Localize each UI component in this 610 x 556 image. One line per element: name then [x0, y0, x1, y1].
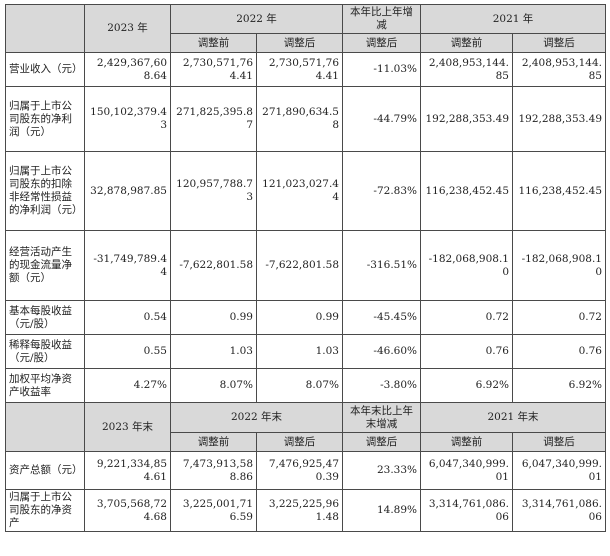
header-year-end-2022: 2022 年末	[170, 402, 343, 433]
row-label: 资产总额（元）	[5, 451, 85, 490]
value-cell: 2,408,953,144.85	[420, 52, 513, 87]
value-cell: 3,705,568,724.68	[84, 489, 171, 532]
subheader-before-adjust: 调整前	[170, 33, 257, 53]
subheader-after-adjust: 调整后	[342, 33, 421, 53]
row-label: 归属于上市公司股东的净利润（元）	[5, 86, 85, 152]
value-cell: 0.76	[420, 334, 513, 369]
table-row: 归属于上市公司股东的扣除非经常性损益的净利润（元） 32,878,987.85 …	[5, 151, 606, 231]
value-cell: 192,288,353.49	[420, 86, 513, 152]
value-cell: 6,047,340,999.01	[512, 451, 606, 490]
value-cell: -316.51%	[342, 230, 421, 301]
value-cell: 0.54	[84, 300, 171, 335]
value-cell: 2,730,571,764.41	[256, 52, 343, 87]
table-row: 营业收入（元） 2,429,367,608.64 2,730,571,764.4…	[5, 52, 606, 87]
row-label: 归属于上市公司股东的净资产	[5, 489, 85, 532]
table-row: 加权平均净资产收益率 4.27% 8.07% 8.07% -3.80% 6.92…	[5, 368, 606, 403]
value-cell: -182,068,908.10	[512, 230, 606, 301]
value-cell: -7,622,801.58	[170, 230, 257, 301]
header-year-2022: 2022 年	[170, 4, 343, 34]
header-change-year-end: 本年末比上年末增减	[342, 402, 421, 433]
value-cell: 23.33%	[342, 451, 421, 490]
value-cell: -11.03%	[342, 52, 421, 87]
value-cell: 8.07%	[256, 368, 343, 403]
subheader-after-adjust: 调整后	[512, 432, 606, 452]
value-cell: 271,890,634.58	[256, 86, 343, 152]
table-row: 资产总额（元） 9,221,334,854.61 7,473,913,588.8…	[5, 451, 606, 490]
value-cell: 6.92%	[420, 368, 513, 403]
subheader-after-adjust: 调整后	[256, 33, 343, 53]
value-cell: 0.76	[512, 334, 606, 369]
value-cell: -45.45%	[342, 300, 421, 335]
table-row: 经营活动产生的现金流量净额（元） -31,749,789.44 -7,622,8…	[5, 230, 606, 301]
value-cell: 0.72	[420, 300, 513, 335]
value-cell: 4.27%	[84, 368, 171, 403]
value-cell: 6.92%	[512, 368, 606, 403]
value-cell: 9,221,334,854.61	[84, 451, 171, 490]
value-cell: 150,102,379.43	[84, 86, 171, 152]
value-cell: 0.55	[84, 334, 171, 369]
value-cell: -44.79%	[342, 86, 421, 152]
subheader-before-adjust: 调整前	[420, 432, 513, 452]
header-change: 本年比上年增减	[342, 4, 421, 34]
row-label: 营业收入（元）	[5, 52, 85, 87]
header-corner-cell	[5, 4, 85, 53]
value-cell: 1.03	[256, 334, 343, 369]
value-cell: -72.83%	[342, 151, 421, 231]
value-cell: 2,408,953,144.85	[512, 52, 606, 87]
value-cell: 116,238,452.45	[512, 151, 606, 231]
header-year-2021: 2021 年	[420, 4, 606, 34]
value-cell: 6,047,340,999.01	[420, 451, 513, 490]
header-year-2023: 2023 年	[84, 4, 171, 53]
value-cell: 2,730,571,764.41	[170, 52, 257, 87]
value-cell: -31,749,789.44	[84, 230, 171, 301]
value-cell: 121,023,027.44	[256, 151, 343, 231]
value-cell: -3.80%	[342, 368, 421, 403]
value-cell: -7,622,801.58	[256, 230, 343, 301]
header-corner-cell	[5, 402, 85, 452]
row-label: 加权平均净资产收益率	[5, 368, 85, 403]
subheader-before-adjust: 调整前	[170, 432, 257, 452]
value-cell: 7,476,925,470.39	[256, 451, 343, 490]
subheader-after-adjust: 调整后	[342, 432, 421, 452]
value-cell: 0.99	[256, 300, 343, 335]
row-label: 稀释每股收益（元/股）	[5, 334, 85, 369]
subheader-before-adjust: 调整前	[420, 33, 513, 53]
header-year-end-2021: 2021 年末	[420, 402, 606, 433]
subheader-after-adjust: 调整后	[512, 33, 606, 53]
value-cell: 0.72	[512, 300, 606, 335]
value-cell: -46.60%	[342, 334, 421, 369]
value-cell: 120,957,788.73	[170, 151, 257, 231]
row-label: 基本每股收益（元/股）	[5, 300, 85, 335]
table-row: 归属于上市公司股东的净利润（元） 150,102,379.43 271,825,…	[5, 86, 606, 152]
header-year-end-2023: 2023 年末	[84, 402, 171, 452]
value-cell: -182,068,908.10	[420, 230, 513, 301]
value-cell: 3,225,225,961.48	[256, 489, 343, 532]
value-cell: 3,314,761,086.06	[420, 489, 513, 532]
subheader-after-adjust: 调整后	[256, 432, 343, 452]
table-row: 基本每股收益（元/股） 0.54 0.99 0.99 -45.45% 0.72 …	[5, 300, 606, 335]
value-cell: 0.99	[170, 300, 257, 335]
value-cell: 3,225,001,716.59	[170, 489, 257, 532]
value-cell: 1.03	[170, 334, 257, 369]
value-cell: 271,825,395.87	[170, 86, 257, 152]
value-cell: 2,429,367,608.64	[84, 52, 171, 87]
row-label: 归属于上市公司股东的扣除非经常性损益的净利润（元）	[5, 151, 85, 231]
value-cell: 14.89%	[342, 489, 421, 532]
value-cell: 32,878,987.85	[84, 151, 171, 231]
table-row: 归属于上市公司股东的净资产 3,705,568,724.68 3,225,001…	[5, 489, 606, 532]
value-cell: 3,314,761,086.06	[512, 489, 606, 532]
financial-summary-table: 2023 年 2022 年 本年比上年增减 2021 年 调整前 调整后 调整后…	[5, 4, 606, 532]
row-label: 经营活动产生的现金流量净额（元）	[5, 230, 85, 301]
value-cell: 192,288,353.49	[512, 86, 606, 152]
value-cell: 116,238,452.45	[420, 151, 513, 231]
value-cell: 8.07%	[170, 368, 257, 403]
table-row: 稀释每股收益（元/股） 0.55 1.03 1.03 -46.60% 0.76 …	[5, 334, 606, 369]
value-cell: 7,473,913,588.86	[170, 451, 257, 490]
